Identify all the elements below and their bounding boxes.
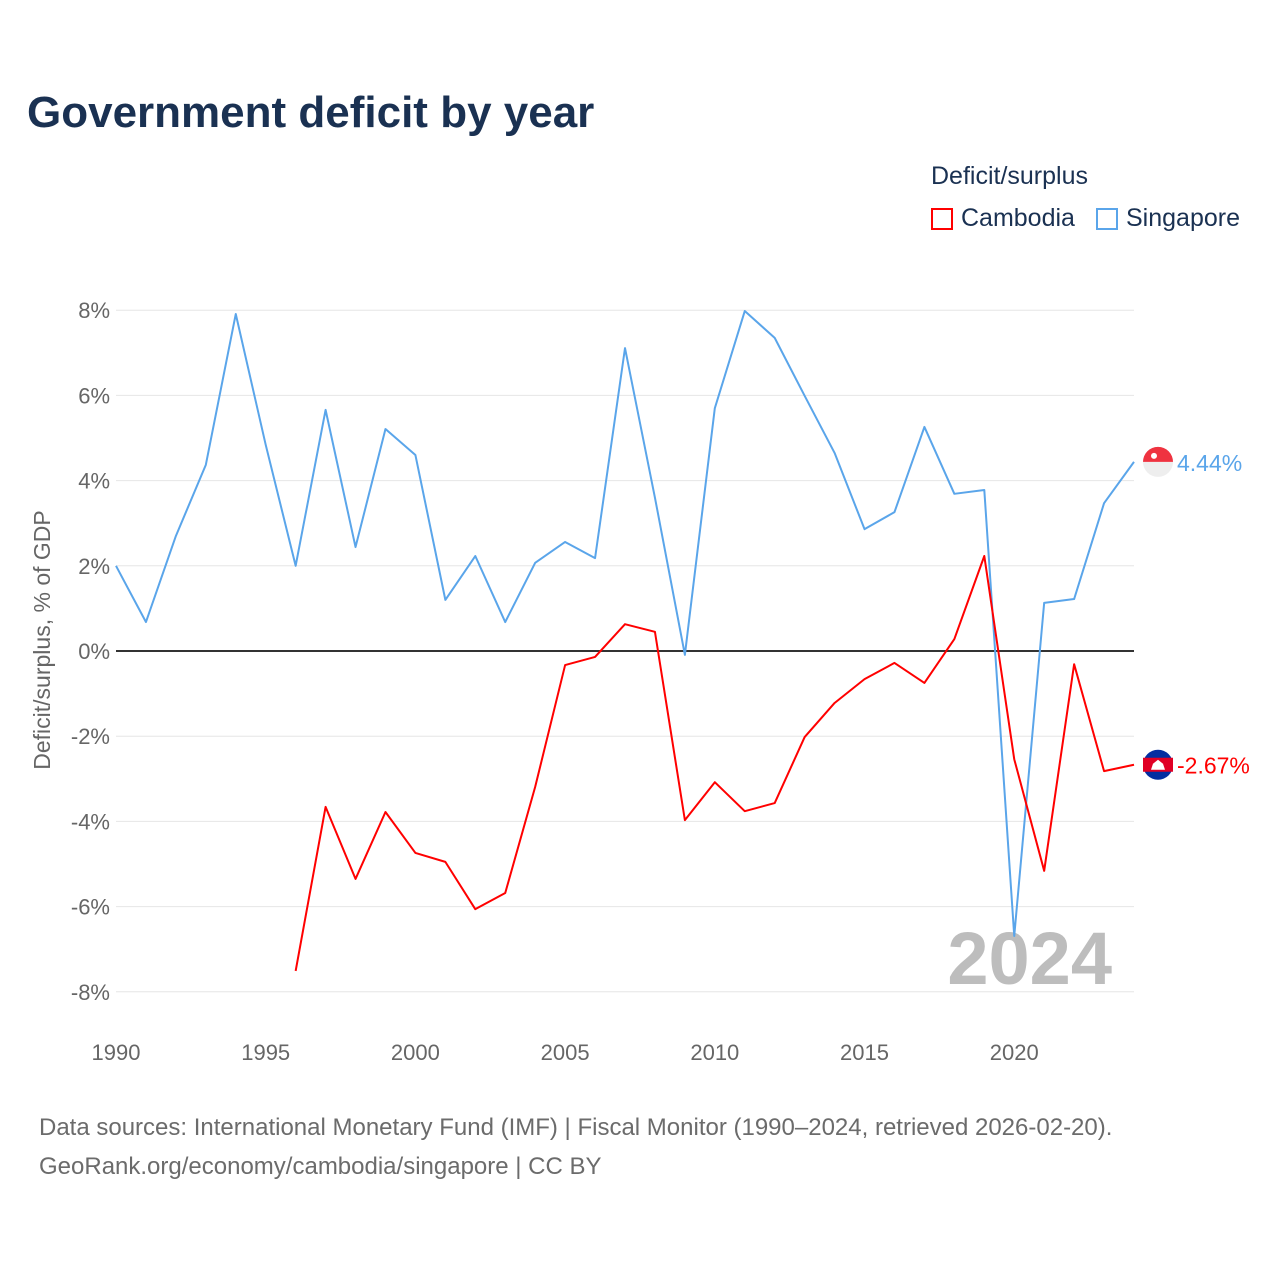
chart-title: Government deficit by year	[27, 88, 595, 137]
y-tick-label: -4%	[71, 809, 110, 834]
y-tick-label: -6%	[71, 895, 110, 920]
end-value-label: 4.44%	[1177, 450, 1242, 476]
y-axis-label: Deficit/surplus, % of GDP	[29, 510, 55, 769]
x-tick-label: 1990	[92, 1040, 141, 1065]
y-tick-label: -2%	[71, 724, 110, 749]
x-tick-label: 2015	[840, 1040, 889, 1065]
y-tick-label: -8%	[71, 980, 110, 1005]
series-line-cambodia	[294, 555, 1135, 972]
legend-label: Cambodia	[961, 204, 1075, 232]
y-tick-label: 0%	[78, 639, 110, 664]
year-watermark: 2024	[947, 917, 1112, 1000]
source-note: Data sources: International Monetary Fun…	[39, 1108, 1112, 1186]
legend-label: Singapore	[1126, 204, 1240, 232]
flag-red-half	[1143, 446, 1173, 462]
y-tick-label: 8%	[78, 298, 110, 323]
y-tick-label: 2%	[78, 554, 110, 579]
legend-title: Deficit/surplus	[931, 162, 1088, 190]
y-tick-label: 6%	[78, 383, 110, 408]
x-tick-label: 2010	[690, 1040, 739, 1065]
series-line-singapore	[115, 310, 1135, 937]
legend-item-cambodia[interactable]: Cambodia	[931, 204, 1075, 233]
flag-crescent	[1151, 452, 1157, 459]
flag-temple	[1151, 759, 1165, 770]
x-tick-label: 1995	[241, 1040, 290, 1065]
source-line: Data sources: International Monetary Fun…	[39, 1114, 1113, 1141]
end-value-label: -2.67%	[1177, 753, 1250, 779]
x-tick-label: 2005	[541, 1040, 590, 1065]
legend-swatch-cambodia	[931, 207, 953, 230]
legend-item-singapore[interactable]: Singapore	[1096, 204, 1240, 233]
y-tick-label: 4%	[78, 469, 110, 494]
source-link[interactable]: GeoRank.org/economy/cambodia/singapore |…	[39, 1153, 602, 1180]
x-tick-label: 2020	[990, 1040, 1039, 1065]
x-tick-label: 2000	[391, 1040, 440, 1065]
legend-swatch-singapore	[1096, 207, 1118, 230]
